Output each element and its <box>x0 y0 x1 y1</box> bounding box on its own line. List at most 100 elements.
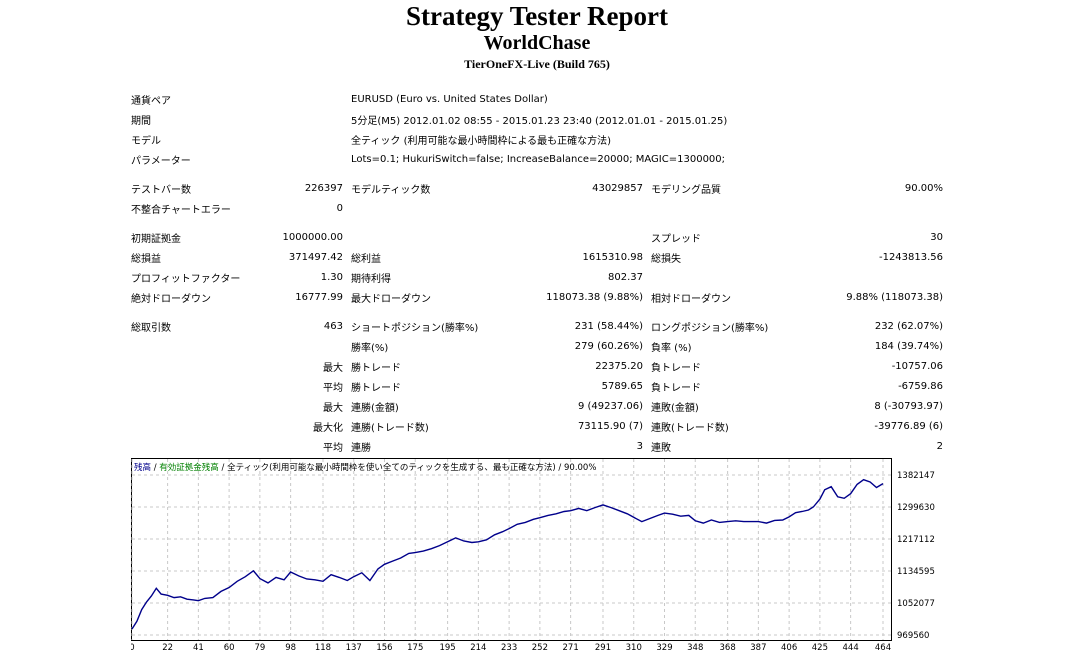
rel-dd-value: 9.88% (118073.38) <box>846 291 944 303</box>
consec-win-count-value: 73115.90 (7) <box>577 420 643 432</box>
consec-win-money-value: 9 (49237.06) <box>577 400 643 412</box>
consec-win-count-label: 連勝(トレード数) <box>351 422 429 434</box>
info-value: Lots=0.1; HukuriSwitch=false; IncreaseBa… <box>351 153 726 165</box>
x-tick-label: 118 <box>315 643 331 653</box>
average-word: 平均 <box>323 382 343 394</box>
abs-dd-label: 絶対ドローダウン <box>131 293 211 305</box>
stats-row: 初期証拠金 1000000.00 スプレッド 30 <box>127 227 947 247</box>
x-tick-label: 156 <box>376 643 392 653</box>
ticks-label: モデルティック数 <box>351 184 431 196</box>
x-tick-label: 195 <box>439 643 455 653</box>
net-value: 371497.42 <box>288 251 343 263</box>
balance-chart: 1382147 1299630 1217112 1134595 1052077 96956… <box>131 458 935 653</box>
bars-value: 226397 <box>304 182 343 194</box>
info-row: 通貨ペア EURUSD (Euro vs. United States Doll… <box>127 89 947 109</box>
x-tick-label: 252 <box>532 643 548 653</box>
balance-line <box>131 478 884 630</box>
max-word: 最大 <box>323 402 343 414</box>
avg-win-value: 5789.65 <box>601 380 643 392</box>
x-tick-label: 291 <box>595 643 611 653</box>
quality-value: 90.00% <box>904 182 944 194</box>
stats-row: 平均 勝トレード 5789.65 負トレード -6759.86 <box>127 376 947 396</box>
gross-loss-label: 総損失 <box>651 253 681 265</box>
avg-loss-label: 負トレード <box>651 382 701 394</box>
x-axis-labels: 0 22 41 60 79 98 118 137 156 175 195 214 233 252 271 29… <box>131 643 891 653</box>
x-tick-label: 387 <box>750 643 766 653</box>
consec-loss-money-label: 連敗(金額) <box>651 402 699 414</box>
legend-model: 全ティック(利用可能な最小時間枠を使い全てのティックを生成する、最も正確な方法) <box>227 462 556 473</box>
legend-separator: / <box>556 463 564 473</box>
deposit-label: 初期証拠金 <box>131 233 181 245</box>
x-tick-label: 406 <box>781 643 797 653</box>
avg-win-label: 勝トレード <box>351 382 401 394</box>
largest-loss-value: -10757.06 <box>891 360 944 372</box>
short-label: ショートポジション(勝率%) <box>351 322 479 334</box>
y-tick-label: 969560 <box>897 631 929 641</box>
info-value: EURUSD (Euro vs. United States Dollar) <box>351 93 548 105</box>
x-tick-label: 175 <box>407 643 423 653</box>
trades-value: 463 <box>323 320 343 332</box>
largest-win-value: 22375.20 <box>595 360 643 372</box>
x-tick-label: 0 <box>131 643 135 653</box>
stats-row: 総取引数 463 ショートポジション(勝率%) 231 (58.44%) ロング… <box>127 316 947 336</box>
stats-row: 平均 連勝 3 連敗 2 <box>127 436 947 456</box>
largest-win-label: 勝トレード <box>351 362 401 374</box>
info-label: 期間 <box>131 115 151 127</box>
max-dd-value: 118073.38 (9.88%) <box>546 291 643 303</box>
net-label: 総損益 <box>131 253 161 265</box>
x-tick-label: 98 <box>285 643 296 653</box>
stats-row: 最大化 連勝(トレード数) 73115.90 (7) 連敗(トレード数) -39… <box>127 416 947 436</box>
avg-consec-win-value: 3 <box>636 440 643 452</box>
max-dd-label: 最大ドローダウン <box>351 293 431 305</box>
x-tick-label: 41 <box>193 643 204 653</box>
stats-row: 不整合チャートエラー 0 <box>127 198 947 218</box>
legend-separator: / <box>219 463 227 473</box>
stats-row: 最大 勝トレード 22375.20 負トレード -10757.06 <box>127 356 947 376</box>
info-label: モデル <box>131 135 161 147</box>
expert-name: WorldChase <box>483 32 591 54</box>
consec-win-money-label: 連勝(金額) <box>351 402 399 414</box>
stats-row: テストバー数 226397 モデルティック数 43029857 モデリング品質 … <box>127 178 947 198</box>
pf-value: 1.30 <box>320 271 343 283</box>
consec-loss-count-label: 連敗(トレード数) <box>651 422 729 434</box>
avg-consec-loss-label: 連敗 <box>651 442 671 454</box>
y-axis-labels: 1382147 1299630 1217112 1134595 1052077 96956… <box>897 471 935 641</box>
maximize-word: 最大化 <box>313 422 343 434</box>
y-tick-label: 1052077 <box>897 599 935 609</box>
x-tick-label: 368 <box>720 643 736 653</box>
spread-label: スプレッド <box>651 233 701 245</box>
short-value: 231 (58.44%) <box>574 320 643 332</box>
info-label: パラメーター <box>131 155 191 167</box>
win-value: 279 (60.26%) <box>574 340 643 352</box>
average-consec-word: 平均 <box>323 442 343 454</box>
x-tick-label: 60 <box>224 643 235 653</box>
ticks-value: 43029857 <box>592 182 643 194</box>
info-label: 通貨ペア <box>131 95 171 107</box>
rel-dd-label: 相対ドローダウン <box>651 293 731 305</box>
info-row: モデル 全ティック (利用可能な最小時間枠による最も正確な方法) <box>127 129 947 149</box>
y-tick-label: 1134595 <box>897 567 935 577</box>
stats-row: プロフィットファクター 1.30 期待利得 802.37 <box>127 267 947 287</box>
abs-dd-value: 16777.99 <box>295 291 343 303</box>
avg-consec-loss-value: 2 <box>936 440 944 452</box>
legend-separator: / <box>151 463 159 473</box>
x-tick-label: 22 <box>162 643 173 653</box>
expected-value: 802.37 <box>608 271 643 283</box>
bars-label: テストバー数 <box>131 184 191 196</box>
x-tick-label: 464 <box>875 643 891 653</box>
largest-loss-label: 負トレード <box>651 362 701 374</box>
long-label: ロングポジション(勝率%) <box>651 322 769 334</box>
pf-label: プロフィットファクター <box>131 273 241 285</box>
legend-quality: 90.00% <box>564 463 596 473</box>
loss-value: 184 (39.74%) <box>874 340 944 352</box>
stats-row: 勝率(%) 279 (60.26%) 負率 (%) 184 (39.74%) <box>127 336 947 356</box>
avg-consec-win-label: 連勝 <box>351 442 371 454</box>
legend-equity: 有効証拠金残高 <box>159 462 219 473</box>
x-tick-label: 233 <box>501 643 517 653</box>
consec-loss-money-value: 8 (-30793.97) <box>874 400 944 412</box>
report-table: 通貨ペア EURUSD (Euro vs. United States Doll… <box>127 89 947 456</box>
avg-loss-value: -6759.86 <box>898 380 944 392</box>
x-tick-label: 214 <box>470 643 486 653</box>
gross-profit-label: 総利益 <box>351 253 381 265</box>
win-label: 勝率(%) <box>351 342 389 354</box>
